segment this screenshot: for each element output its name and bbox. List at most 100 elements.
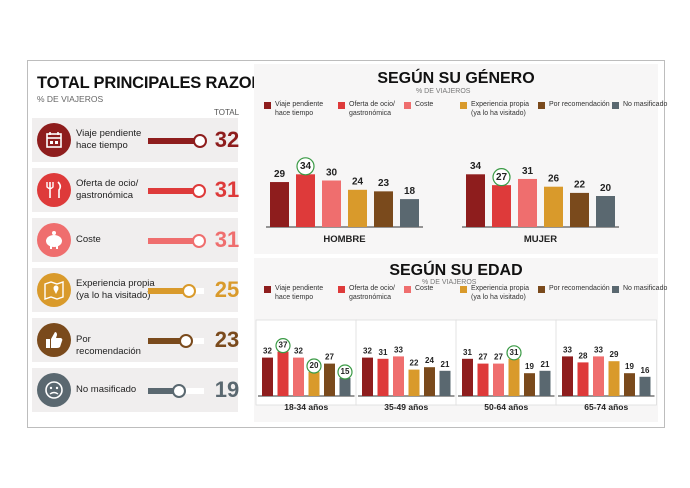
total-reasons-subtitle: % DE VIAJEROS [37,94,104,104]
legend-label-line1: Viaje pendiente [275,285,324,292]
reason-label: Experiencia propia (ya lo ha visitado) [76,278,156,302]
reason-label: Por recomendación [76,334,156,358]
highlight-circle [275,337,291,354]
bar [639,376,651,396]
total-reasons-panel: TOTAL PRINCIPALES RAZONES % DE VIAJEROS … [28,64,285,424]
reason-slider-knob [192,184,206,198]
bar-value-label: 19 [625,362,634,371]
reason-label-line2: (ya lo ha visitado) [76,290,151,301]
bar [322,180,341,227]
reason-label-line2: gastronómica [76,190,134,201]
bar-value-label: 27 [479,353,488,362]
map-pin-icon [37,273,71,307]
legend-label-line2: gastronómica [349,293,392,301]
bar-value-label: 21 [541,360,550,369]
bar-value-label: 31 [522,166,534,177]
bar-value-label: 24 [352,177,364,188]
reason-slider [148,284,204,298]
legend-swatch [404,102,411,109]
bar-value-label: 34 [470,161,482,172]
legend-label-line2: gastronómica [349,109,392,117]
bar-value-label: 32 [363,347,372,356]
legend-swatch [612,102,619,109]
legend-label-line1: Oferta de ocio/ [349,285,395,292]
legend-label-line1: Por recomendación [549,285,610,292]
bar-value-label: 28 [579,351,588,360]
bar [570,192,589,227]
bar [270,182,289,227]
legend-label: Por recomendación [549,285,610,294]
fork-knife-icon [37,173,71,207]
legend-label: Oferta de ocio/ gastronómica [349,285,395,302]
bar-value-label: 34 [300,161,312,172]
bar [462,358,473,396]
bar [577,362,589,396]
reason-label-line1: Oferta de ocio/ [76,178,139,189]
bar [624,373,635,396]
legend-swatch [404,286,411,293]
bar-value-label: 37 [279,341,288,350]
reason-label-line1: Viaje pendiente [76,128,142,139]
legend-label: No masificado [623,101,667,110]
age-chart: 32 37 32 20 27 15 18-34 años 32 31 33 22 24 21 35-49 … [255,319,657,412]
sad-face-icon [37,373,71,407]
bar [493,363,504,396]
bar [348,189,367,227]
total-column-label: TOTAL [214,108,240,117]
legend-swatch [460,102,467,109]
bar-value-label: 31 [510,348,519,357]
reason-slider-fill [148,388,178,394]
bar [262,357,273,396]
category-label: 18-34 años [284,402,328,412]
bar-value-label: 29 [610,350,619,359]
reason-label: Oferta de ocio/ gastronómica [76,178,156,202]
legend-label-line2: hace tiempo [275,109,314,117]
category-label: MUJER [524,234,557,245]
legend-label-line2: (ya lo ha visitado) [471,293,526,301]
category-label: 50-64 años [484,402,528,412]
legend-label-line1: No masificado [623,285,668,292]
gender-title: SEGÚN SU GÉNERO [377,70,535,87]
bar-value-label: 18 [404,186,416,197]
reason-label-line1: Experiencia propia [76,278,155,289]
legend-label-line1: No masificado [623,101,668,108]
gender-panel: SEGÚN SU GÉNERO % DE VIAJEROS Viaje pend… [254,64,667,254]
reason-value: 31 [214,227,240,252]
legend-swatch [338,286,345,293]
bar [393,356,404,396]
legend-label-line1: Oferta de ocio/ [349,101,395,108]
legend-label: Coste [415,101,433,110]
legend-label: Viaje pendiente hace tiempo [275,285,323,302]
bar-value-label: 22 [410,359,419,368]
bar [608,361,620,396]
gender-subtitle: % DE VIAJEROS [416,88,471,95]
legend-swatch [460,286,467,293]
bar-value-label: 30 [326,167,338,178]
age-subtitle: % DE VIAJEROS [422,279,477,286]
bar [374,191,393,227]
reason-slider-fill [148,238,198,244]
bar-value-label: 15 [341,367,350,376]
legend-label-line1: Experiencia propia [471,101,529,108]
highlight-circle [296,157,315,176]
reason-slider [148,334,204,348]
reason-slider [148,384,204,398]
bar [439,370,451,396]
reason-label: No masificado [76,384,156,396]
legend-swatch [338,102,345,109]
bar-value-label: 27 [325,353,334,362]
reason-value: 25 [214,277,240,302]
reason-slider-fill [148,288,188,294]
highlight-circle [492,168,511,187]
highlight-circle [306,358,322,374]
bar [408,369,420,396]
bar-value-label: 20 [310,361,319,370]
bar-value-label: 21 [441,360,450,369]
bar [362,357,373,396]
bar-value-label: 26 [548,174,560,185]
reason-slider [148,134,207,148]
legend-swatch [538,286,545,293]
reason-slider-fill [148,338,185,344]
bar [324,363,335,396]
bar [293,357,304,396]
